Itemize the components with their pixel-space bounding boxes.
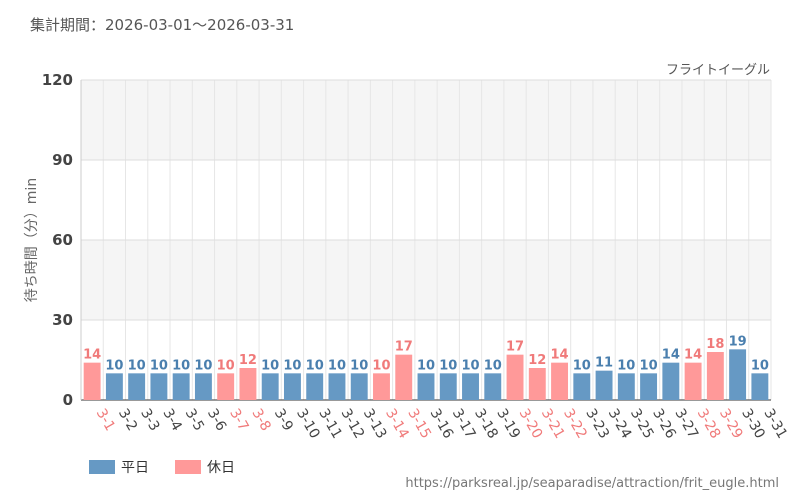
value-label: 10 <box>306 358 324 373</box>
bar-3-4 <box>150 373 168 400</box>
value-label: 10 <box>751 358 769 373</box>
value-label: 17 <box>506 340 524 355</box>
value-label: 10 <box>617 358 635 373</box>
chart-subtitle: フライトイーグル <box>666 63 770 78</box>
value-label: 10 <box>417 358 435 373</box>
value-label: 17 <box>395 340 413 355</box>
value-label: 10 <box>439 358 457 373</box>
legend-swatch-holiday <box>175 460 201 474</box>
bar-3-23 <box>573 373 591 400</box>
x-tick-labels: 3-13-23-33-43-53-63-73-83-93-103-113-123… <box>93 406 790 442</box>
bar-3-22 <box>551 362 569 400</box>
bar-3-1 <box>83 362 101 400</box>
plot-band <box>81 160 771 240</box>
value-label: 10 <box>261 358 279 373</box>
value-label: 14 <box>684 348 702 363</box>
bar-3-10 <box>283 373 301 400</box>
value-label: 10 <box>328 358 346 373</box>
bars <box>83 349 769 400</box>
period-label: 集計期間：2026-03-01～2026-03-31 <box>30 16 294 34</box>
value-label: 14 <box>551 348 569 363</box>
value-label: 12 <box>239 353 257 368</box>
bar-3-30 <box>729 349 747 400</box>
y-axis-label: 待ち時間（分）min <box>24 178 40 302</box>
bar-3-5 <box>172 373 190 400</box>
bar-3-18 <box>462 373 479 400</box>
bar-3-25 <box>617 373 635 400</box>
x-tick-label: 3-5 <box>182 406 207 434</box>
y-tick-label: 60 <box>52 231 73 249</box>
x-tick-label: 3-2 <box>115 406 140 434</box>
y-tick-labels: 0 30 60 90 120 <box>42 71 73 409</box>
source-url: https://parksreal.jp/seaparadise/attract… <box>405 476 779 491</box>
legend: 平日 休日 <box>89 460 235 476</box>
bar-3-24 <box>595 370 613 400</box>
value-labels: 14 10 10 10 10 10 10 12 10 10 10 10 10 10 17 10 10 10 10 17… <box>83 334 769 373</box>
value-label: 10 <box>128 358 146 373</box>
bar-3-8 <box>239 368 257 400</box>
value-label: 10 <box>640 358 658 373</box>
value-label: 10 <box>484 358 502 373</box>
legend-label-weekday: 平日 <box>121 460 149 476</box>
bar-3-31 <box>751 373 769 400</box>
bar-3-6 <box>194 373 212 400</box>
y-tick-label: 120 <box>42 71 73 89</box>
x-tick-label: 3-9 <box>271 406 296 434</box>
legend-label-holiday: 休日 <box>207 460 235 476</box>
bar-3-11 <box>306 373 324 400</box>
value-label: 14 <box>662 348 680 363</box>
value-label: 10 <box>461 358 479 373</box>
value-label: 18 <box>706 337 724 352</box>
value-label: 10 <box>194 358 212 373</box>
plot-band <box>81 240 771 320</box>
bar-3-7 <box>217 373 235 400</box>
value-label: 10 <box>105 358 123 373</box>
value-label: 19 <box>729 334 747 349</box>
value-label: 12 <box>528 353 546 368</box>
bar-3-21 <box>528 368 546 400</box>
bar-3-27 <box>662 362 680 400</box>
value-label: 11 <box>595 356 613 371</box>
y-tick-label: 0 <box>63 391 73 409</box>
value-label: 14 <box>83 348 101 363</box>
value-label: 10 <box>573 358 591 373</box>
y-tick-label: 90 <box>52 151 73 169</box>
x-tick-label: 3-3 <box>137 406 162 434</box>
value-label: 10 <box>372 358 390 373</box>
value-label: 10 <box>217 358 235 373</box>
legend-swatch-weekday <box>89 460 115 474</box>
bar-3-9 <box>261 373 279 400</box>
x-tick-label: 3-31 <box>760 406 790 442</box>
value-label: 10 <box>283 358 301 373</box>
bar-3-28 <box>684 362 702 400</box>
x-tick-label: 3-7 <box>226 406 251 434</box>
x-tick-label: 3-6 <box>204 406 229 434</box>
bar-3-29 <box>706 352 724 400</box>
bar-3-16 <box>417 373 435 400</box>
bar-3-13 <box>350 373 368 400</box>
x-tick-label: 3-8 <box>248 406 273 434</box>
bar-3-15 <box>395 354 413 400</box>
value-label: 10 <box>150 358 168 373</box>
bar-3-20 <box>506 354 524 400</box>
x-tick-label: 3-1 <box>93 406 118 434</box>
bar-3-14 <box>373 373 390 400</box>
x-tick-label: 3-4 <box>159 406 184 434</box>
plot-band <box>81 80 771 160</box>
bar-3-3 <box>128 373 146 400</box>
value-label: 10 <box>172 358 190 373</box>
bar-3-17 <box>439 373 457 400</box>
value-label: 10 <box>350 358 368 373</box>
bar-3-2 <box>105 373 123 400</box>
bar-3-26 <box>640 373 658 400</box>
plot-background <box>81 80 771 400</box>
bar-3-19 <box>484 373 502 400</box>
y-tick-label: 30 <box>52 311 73 329</box>
bar-3-12 <box>328 373 346 400</box>
